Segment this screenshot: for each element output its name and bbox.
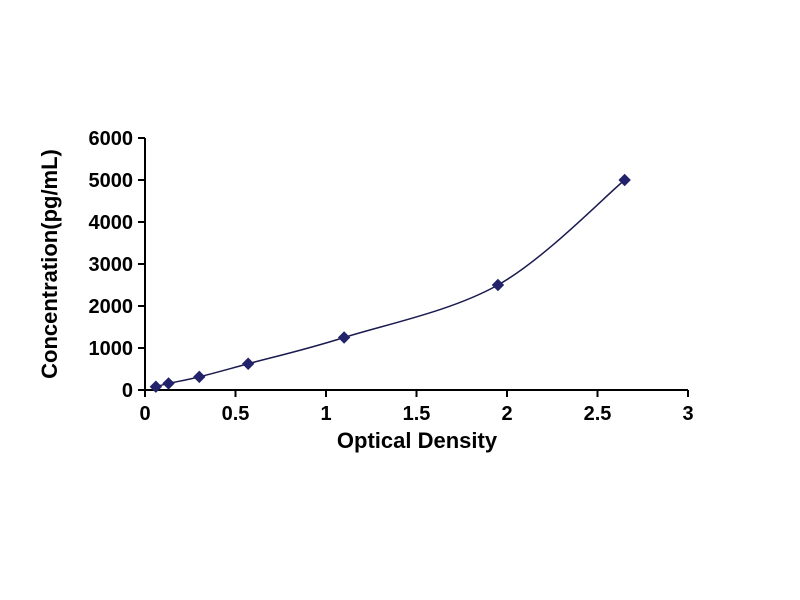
x-tick-label: 1.5	[403, 403, 431, 425]
x-tick-label: 0.5	[222, 403, 250, 425]
x-tick-label: 2	[501, 403, 512, 425]
y-tick-label: 3000	[89, 254, 134, 276]
x-tick-label: 2.5	[584, 403, 612, 425]
y-tick-label: 5000	[89, 170, 134, 192]
data-point-marker	[149, 380, 163, 393]
data-point-marker	[241, 357, 255, 370]
data-point-marker	[618, 173, 631, 187]
x-tick-label: 0	[139, 403, 150, 425]
y-tick-label: 6000	[89, 128, 134, 150]
y-tick-label: 2000	[89, 296, 134, 318]
x-tick-label: 1	[320, 403, 331, 425]
data-point-marker	[162, 377, 175, 390]
data-point-marker	[193, 370, 206, 384]
y-tick-label: 0	[122, 380, 133, 402]
data-point-marker	[337, 331, 351, 344]
y-tick-label: 4000	[89, 212, 134, 234]
curve-line	[155, 179, 626, 388]
x-tick-label: 3	[682, 403, 693, 425]
chart-plot-area: 0 0.5 1 1.5 2 2.5 3 0 1000 2000 3000 4000 5000 6000	[89, 128, 694, 425]
y-tick-label: 1000	[89, 338, 134, 360]
y-axis-title: Concentration(pg/mL)	[37, 149, 62, 379]
data-point-marker	[491, 278, 505, 292]
x-axis-title: Optical Density	[337, 428, 498, 453]
